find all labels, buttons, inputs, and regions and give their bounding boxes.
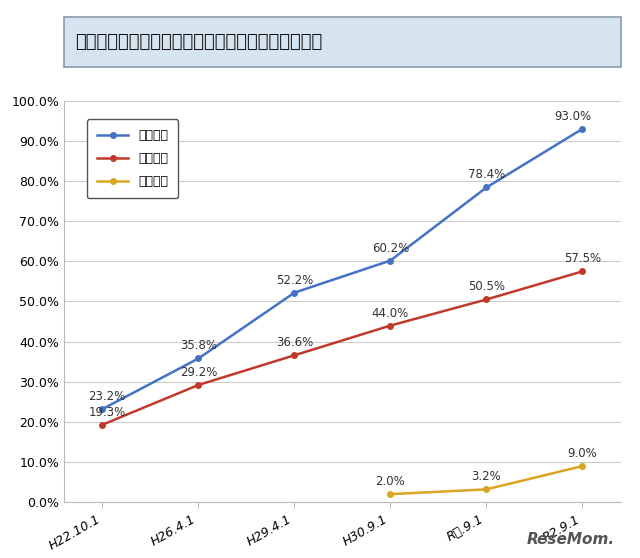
Text: 9.0%: 9.0% [568,447,597,460]
Line: 普通教室: 普通教室 [100,126,585,412]
特別教室 [195,382,202,388]
Text: 36.6%: 36.6% [276,336,313,349]
特別教室 [291,352,298,359]
普通教室 [99,406,106,412]
Text: 50.5%: 50.5% [468,281,505,294]
Line: 特別教室: 特別教室 [100,268,585,427]
普通教室 [291,289,298,296]
Text: 60.2%: 60.2% [372,242,409,254]
Text: 23.2%: 23.2% [88,390,126,403]
Text: 52.2%: 52.2% [276,273,313,287]
体育館等 [387,491,394,498]
Text: 35.8%: 35.8% [180,339,217,353]
普通教室 [579,126,586,132]
Text: 29.2%: 29.2% [180,366,217,379]
Text: 3.2%: 3.2% [472,470,501,483]
Text: 78.4%: 78.4% [468,169,505,181]
Text: ReseMom.: ReseMom. [526,532,614,547]
体育館等 [579,463,586,469]
Text: 公立小中学校等の空調（冷房）設備設置状況の推移: 公立小中学校等の空調（冷房）設備設置状況の推移 [75,33,323,51]
Text: 93.0%: 93.0% [554,110,591,123]
Line: 体育館等: 体育館等 [388,463,585,497]
体育館等 [483,486,490,493]
特別教室 [579,268,586,275]
Legend: 普通教室, 特別教室, 体育館等: 普通教室, 特別教室, 体育館等 [87,119,178,198]
特別教室 [483,296,490,303]
普通教室 [387,257,394,264]
Text: 57.5%: 57.5% [564,252,601,266]
特別教室 [387,322,394,329]
Text: 19.3%: 19.3% [88,406,126,418]
普通教室 [483,184,490,191]
特別教室 [99,421,106,428]
普通教室 [195,355,202,362]
Text: 2.0%: 2.0% [376,475,405,488]
FancyBboxPatch shape [64,17,621,67]
Text: 44.0%: 44.0% [372,306,409,320]
